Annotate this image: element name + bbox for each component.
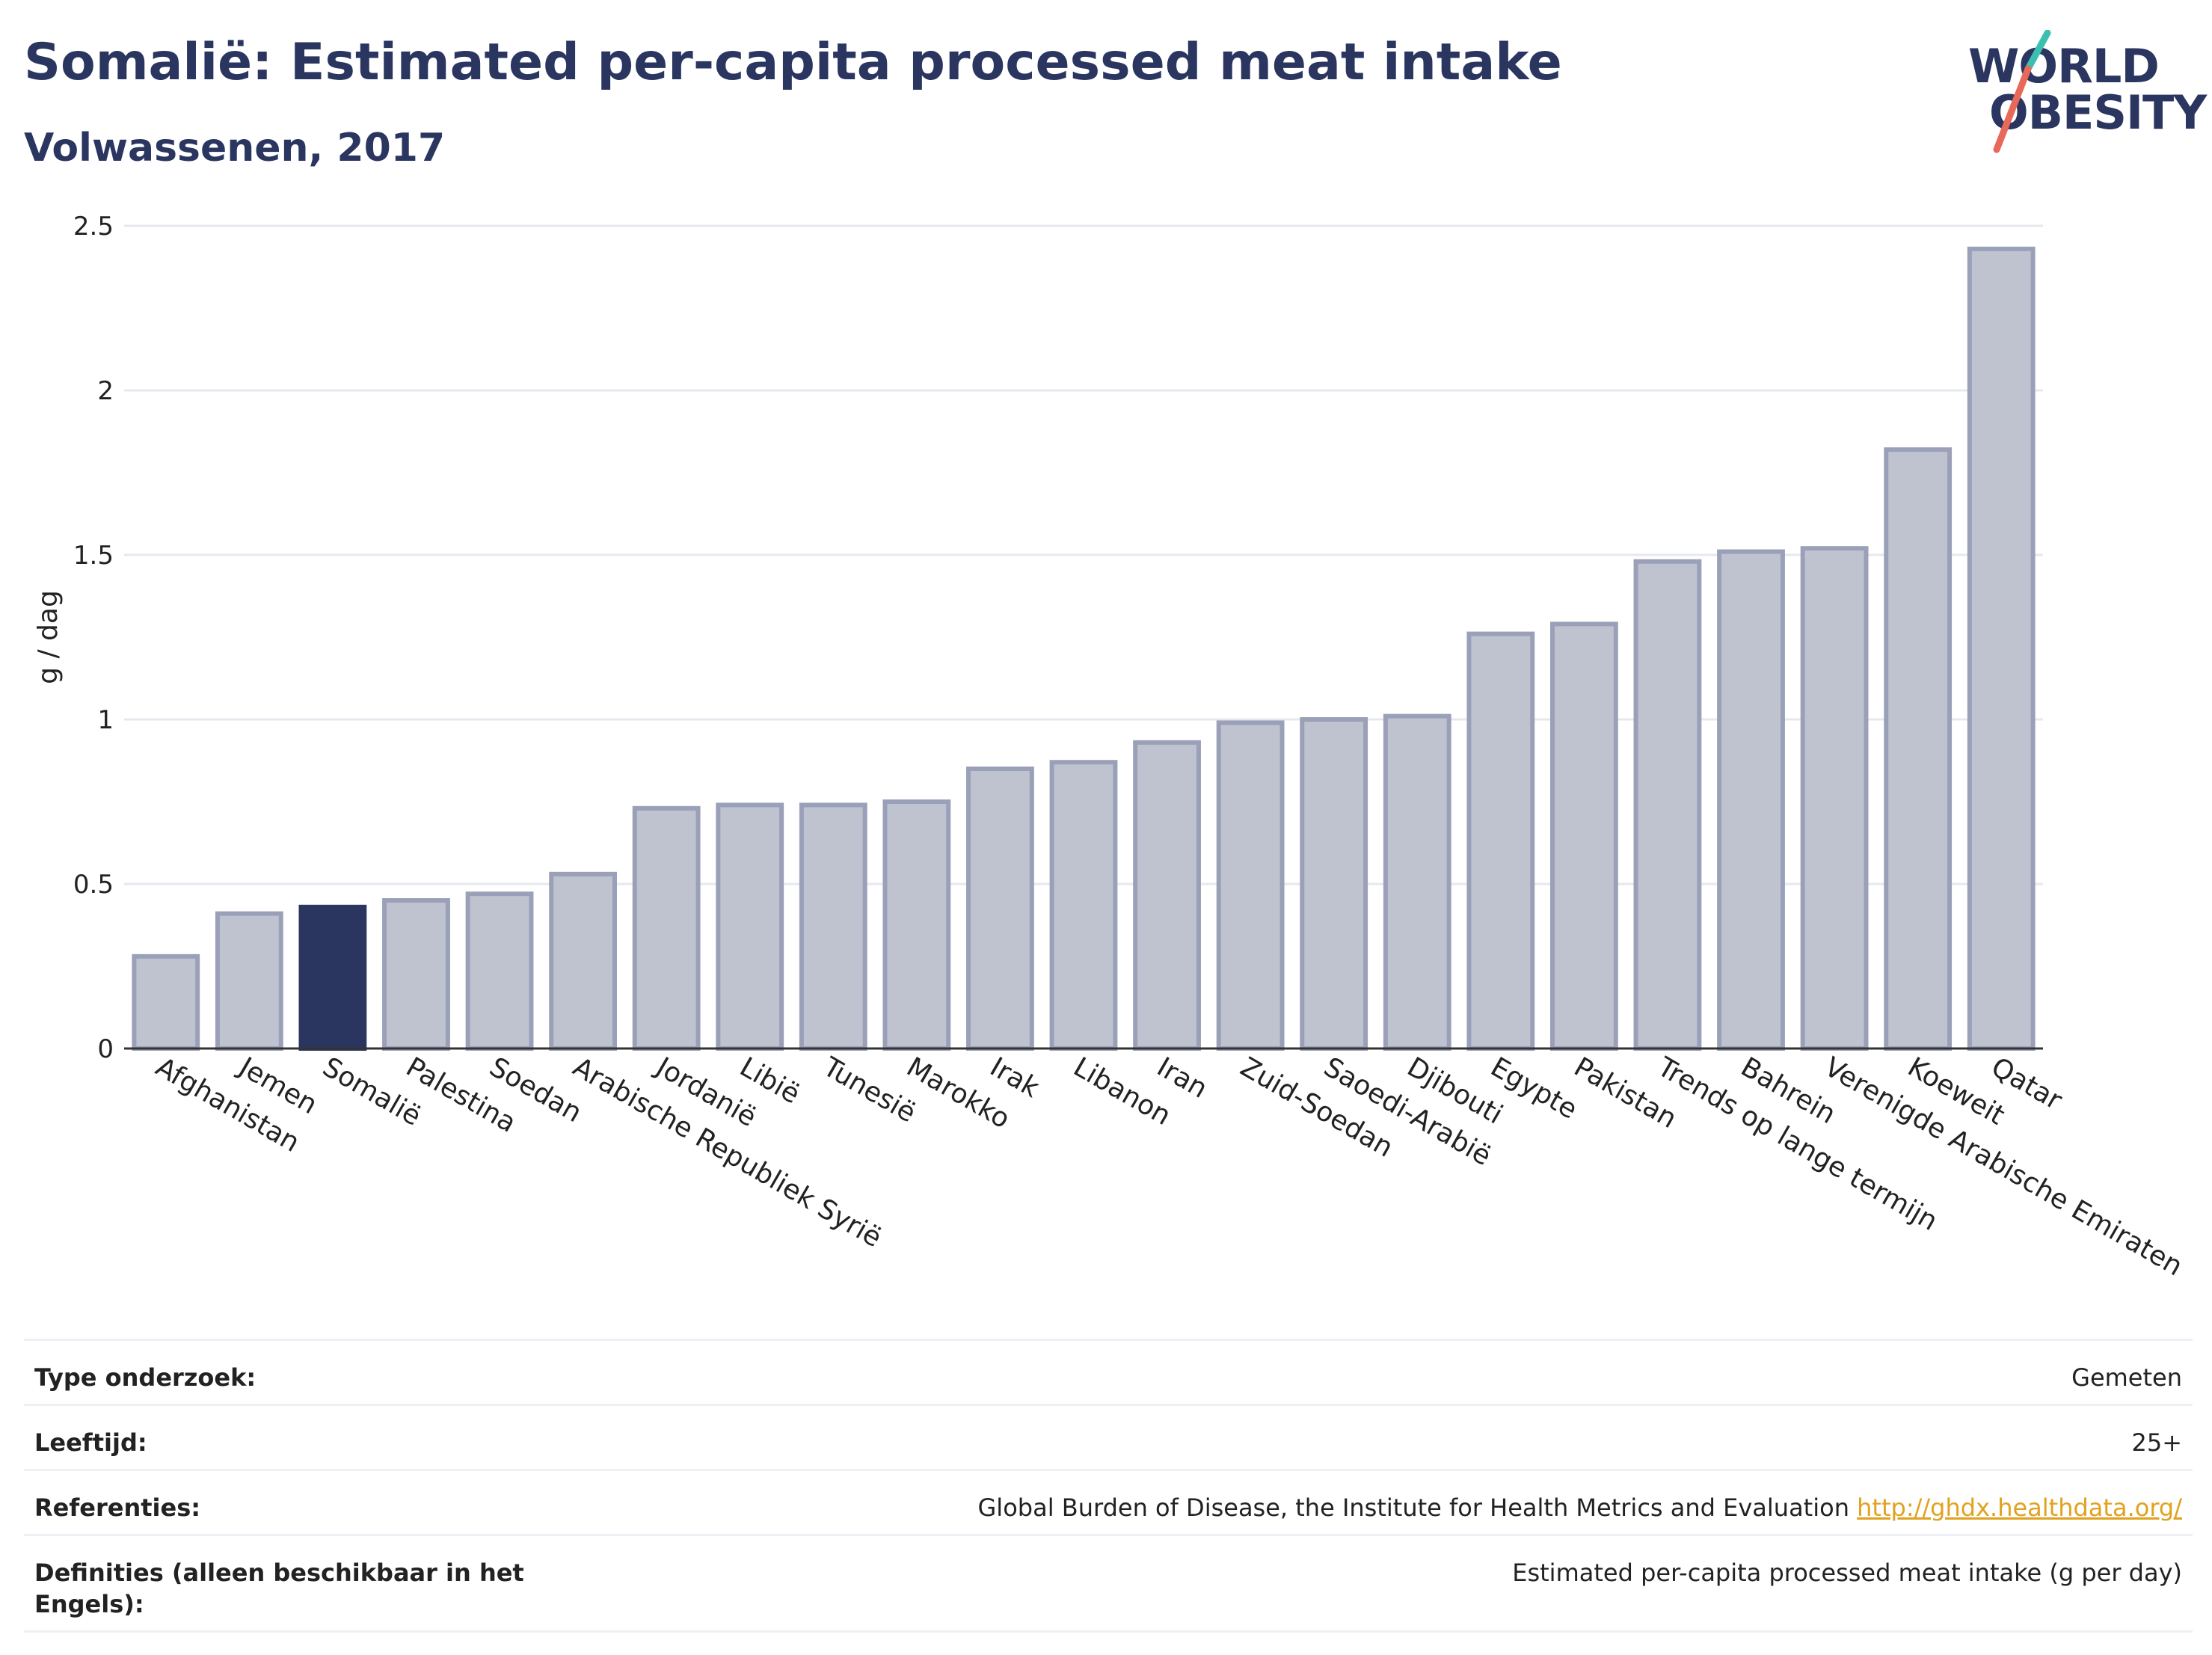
bar <box>799 802 867 1051</box>
type-label: Type onderzoek: <box>34 1363 256 1392</box>
references-text: Global Burden of Disease, the Institute … <box>977 1493 1849 1522</box>
age-label: Leeftijd: <box>34 1428 147 1457</box>
bar <box>215 911 283 1051</box>
chart-subtitle: Volwassenen, 2017 <box>24 126 446 171</box>
bar <box>1300 717 1368 1051</box>
bar <box>966 767 1034 1051</box>
info-row-type: Type onderzoek: Gemeten <box>24 1339 2193 1404</box>
y-tick-label: 0.5 <box>73 870 114 900</box>
bar <box>549 871 618 1051</box>
bar <box>1800 546 1869 1051</box>
bar <box>632 805 701 1051</box>
logo-word-obesity: OBESITY <box>1989 85 2207 140</box>
y-tick-label: 1.5 <box>73 541 114 571</box>
bar <box>1717 549 1785 1051</box>
references-link[interactable]: http://ghdx.healthdata.org/ <box>1857 1493 2182 1522</box>
bar <box>1216 720 1285 1051</box>
logo-word-world: WORLD <box>1968 39 2160 93</box>
bar <box>716 802 784 1051</box>
info-row-references: Referenties: Global Burden of Disease, t… <box>24 1469 2193 1534</box>
y-tick-label: 1 <box>97 705 114 735</box>
bar-chart: 00.511.522.5g / dagAfghanistanJemenSomal… <box>33 212 2187 1282</box>
world-obesity-logo[interactable]: WORLD OBESITY <box>1944 30 2207 165</box>
y-tick-label: 0 <box>97 1034 114 1064</box>
bar <box>1383 713 1451 1051</box>
y-axis-label: g / dag <box>33 590 64 684</box>
info-table: Type onderzoek: Gemeten Leeftijd: 25+ Re… <box>24 1339 2193 1633</box>
bar <box>298 904 367 1051</box>
bar <box>1049 760 1118 1051</box>
bar <box>1884 447 1953 1051</box>
age-value: 25+ <box>2131 1428 2182 1457</box>
y-tick-label: 2 <box>97 376 114 406</box>
info-row-age: Leeftijd: 25+ <box>24 1404 2193 1469</box>
bar <box>882 799 951 1051</box>
bar <box>465 891 534 1051</box>
definitions-label: Definities (alleen beschikbaar in het En… <box>34 1559 524 1618</box>
references-label: Referenties: <box>34 1493 201 1522</box>
references-value: Global Burden of Disease, the Institute … <box>978 1492 2183 1523</box>
bar <box>1549 621 1618 1051</box>
definitions-value: Estimated per-capita processed meat inta… <box>1512 1559 2182 1587</box>
x-tick-label: Tunesië <box>817 1051 921 1129</box>
bar <box>132 954 200 1051</box>
bar <box>1967 246 2036 1051</box>
chart-title: Somalië: Estimated per-capita processed … <box>24 33 1562 92</box>
bar <box>1633 559 1702 1051</box>
type-value: Gemeten <box>2071 1363 2182 1392</box>
bar <box>1466 631 1535 1051</box>
info-row-definitions: Definities (alleen beschikbaar in het En… <box>24 1534 2193 1633</box>
bar <box>382 898 450 1051</box>
logo-slash-icon <box>1993 30 2051 153</box>
y-tick-label: 2.5 <box>73 212 114 242</box>
bar <box>1133 740 1201 1051</box>
